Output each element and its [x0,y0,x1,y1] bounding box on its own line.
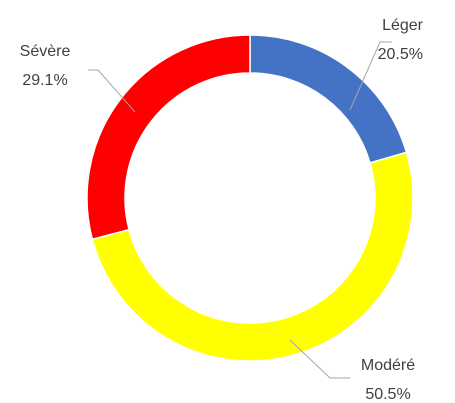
slice-label: Sévère [20,43,71,60]
leader-line [289,339,350,379]
slice-value-label: 29.1% [22,72,67,89]
leader-line [349,41,392,111]
donut-slice [86,34,251,241]
slice-label: Modéré [361,357,415,374]
slice-value-label: 20.5% [378,46,423,63]
leader-line [88,69,136,113]
slice-label: Léger [382,17,424,34]
slice-value-label: 50.5% [365,386,410,403]
donut-slice [91,151,414,362]
